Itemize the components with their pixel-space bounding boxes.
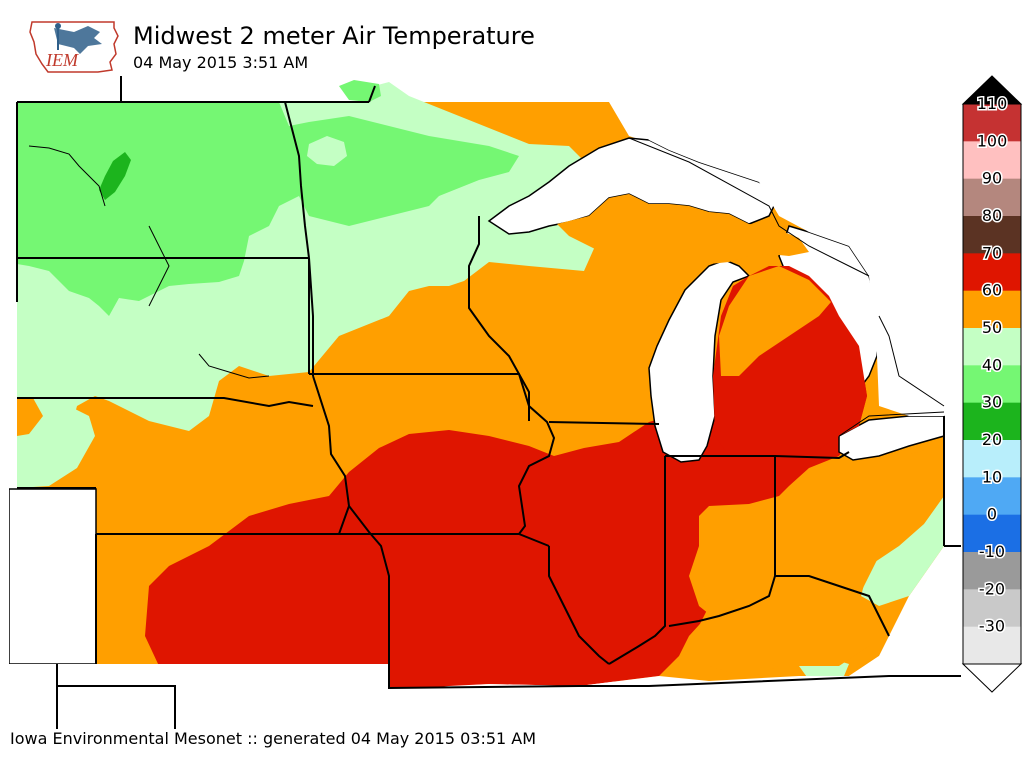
temperature-map: [9, 76, 961, 729]
logo-text: IEM: [45, 50, 79, 70]
colorbar-label: 70: [982, 243, 1002, 262]
coastlines: [28, 137, 945, 437]
colorbar-label: -10: [979, 542, 1005, 561]
colorbar-band: [963, 290, 1021, 329]
iem-logo: IEM: [28, 14, 122, 76]
contour-30-darkgreen: [99, 152, 131, 200]
colorbar-label: 10: [982, 467, 1002, 486]
colorbar-band: [963, 253, 1021, 292]
upper-michigan: [557, 194, 809, 304]
colorbar-band: [963, 514, 1021, 553]
colorbar-label: 100: [977, 131, 1008, 150]
colorbar-band: [963, 477, 1021, 516]
colorbar-band: [963, 328, 1021, 366]
lake-michigan: [648, 259, 751, 463]
colorbar-bottom-arrow: [961, 663, 1023, 693]
colorbar-band: [963, 626, 1021, 665]
colorbar-band: [963, 104, 1021, 142]
page-title: Midwest 2 meter Air Temperature: [133, 22, 535, 50]
contour-50-60-indiana: [699, 446, 944, 676]
white-box-left: [9, 488, 97, 665]
colorbar-label: -20: [979, 579, 1005, 598]
colorbar-band: [963, 178, 1021, 217]
colorbar-label: 90: [982, 169, 1002, 188]
lake-erie: [838, 415, 945, 461]
contour-40-50-ohio: [861, 496, 944, 606]
colorbar-top-arrow: [961, 75, 1023, 105]
canada-region: [609, 102, 961, 416]
contour-30-40-west: [17, 102, 519, 316]
colorbar-label: 110: [977, 94, 1008, 113]
colorbar-label: 60: [982, 281, 1002, 300]
contour-40-50-patch: [307, 136, 347, 166]
colorbar-band: [963, 589, 1021, 628]
colorbar-label: 50: [982, 318, 1002, 337]
footer-text: Iowa Environmental Mesonet :: generated …: [10, 729, 537, 748]
colorbar-label: 30: [982, 393, 1002, 412]
colorbar-band: [963, 216, 1021, 254]
white-box-bottom: [9, 606, 961, 729]
colorbar-label: 80: [982, 206, 1002, 225]
colorbar-label: 40: [982, 355, 1002, 374]
colorbar-band: [963, 141, 1021, 180]
colorbar-label: 20: [982, 430, 1002, 449]
michigan-orange-north: [719, 266, 831, 376]
page-subtitle: 04 May 2015 3:51 AM: [133, 53, 309, 72]
colorbar-band: [963, 402, 1021, 441]
colorbar-label: 0: [987, 505, 997, 524]
colorbar-band: [963, 440, 1021, 478]
contour-50-60-sw-bump: [17, 398, 43, 436]
colorbar-band: [963, 552, 1021, 590]
state-boundaries: [16, 76, 961, 729]
contour-60-70: [145, 308, 867, 688]
colorbar-band: [963, 365, 1021, 404]
colorbar-label: -30: [979, 617, 1005, 636]
